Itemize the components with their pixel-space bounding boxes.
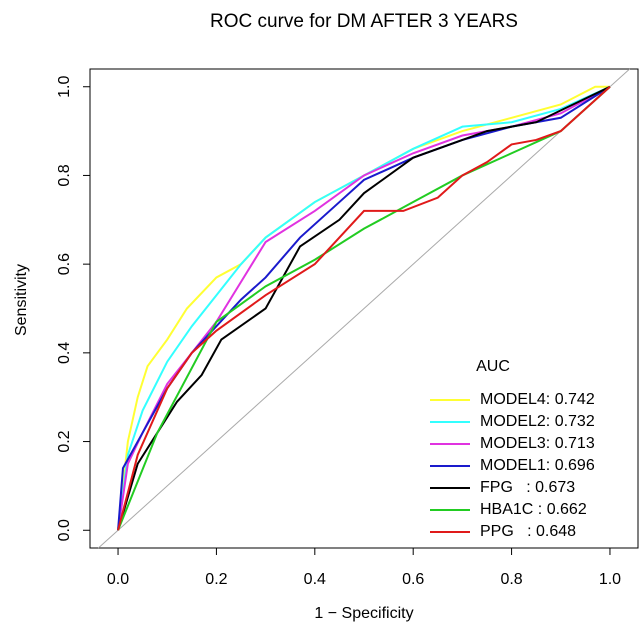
legend-label: MODEL1: 0.696 bbox=[480, 457, 595, 474]
y-tick-label: 0.0 bbox=[56, 519, 73, 541]
legend-label: MODEL2: 0.732 bbox=[480, 413, 595, 430]
legend-label: PPG : 0.648 bbox=[480, 523, 576, 540]
roc-curve bbox=[117, 85, 611, 531]
x-tick-label: 1.0 bbox=[599, 571, 621, 588]
y-tick-label: 0.6 bbox=[56, 253, 73, 275]
legend-label: MODEL4: 0.742 bbox=[480, 391, 595, 408]
y-axis-label: Sensitivity bbox=[13, 264, 30, 336]
x-tick-label: 0.4 bbox=[304, 571, 326, 588]
x-tick-label: 0.2 bbox=[205, 571, 227, 588]
y-tick-label: 0.4 bbox=[56, 342, 73, 364]
x-tick-label: 0.0 bbox=[107, 571, 129, 588]
reference-diagonal bbox=[98, 68, 630, 549]
y-tick-label: 0.8 bbox=[56, 164, 73, 186]
legend-label: FPG : 0.673 bbox=[480, 479, 575, 496]
x-tick-label: 0.6 bbox=[402, 571, 424, 588]
y-tick-label: 0.2 bbox=[56, 430, 73, 452]
roc-curve bbox=[117, 85, 611, 531]
legend-label: HBA1C : 0.662 bbox=[480, 501, 587, 518]
x-tick-label: 0.8 bbox=[500, 571, 522, 588]
y-tick-label: 1.0 bbox=[56, 76, 73, 98]
legend-title: AUC bbox=[476, 358, 510, 375]
roc-curve bbox=[117, 85, 611, 531]
chart-title: ROC curve for DM AFTER 3 YEARS bbox=[210, 11, 518, 32]
x-axis-label: 1 − Specificity bbox=[314, 605, 413, 622]
legend-label: MODEL3: 0.713 bbox=[480, 435, 595, 452]
